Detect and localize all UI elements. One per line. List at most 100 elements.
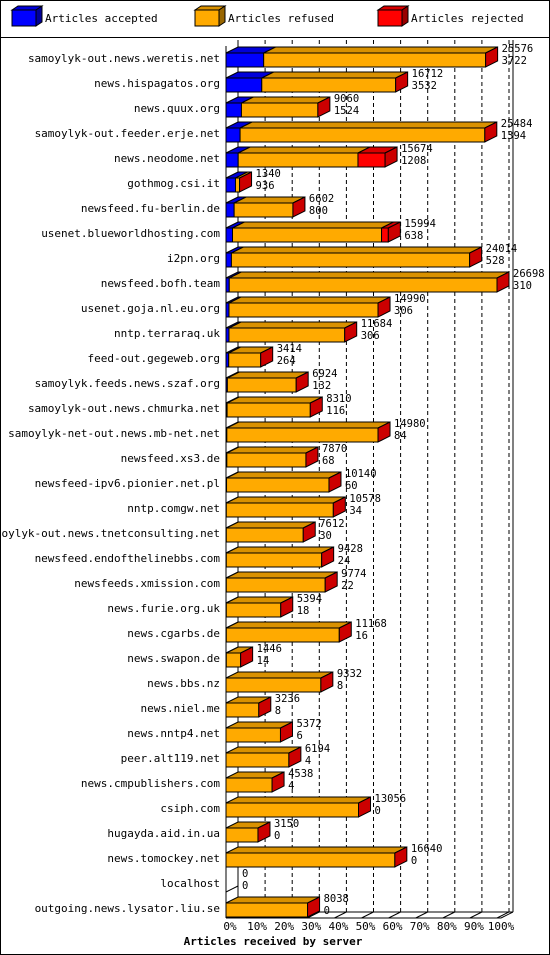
total-label: 14990 — [394, 293, 426, 305]
bar-top — [226, 396, 323, 404]
bar-end — [292, 196, 306, 218]
bar-segment — [228, 352, 262, 368]
bar-end — [485, 46, 499, 68]
bar-top — [225, 796, 371, 804]
bar-end — [305, 446, 319, 468]
bar-segment — [225, 902, 309, 918]
category-label: hugayda.aid.in.ua — [107, 827, 220, 840]
accepted-label: 306 — [394, 305, 413, 317]
tick-mark — [334, 911, 347, 919]
category-label: samoylyk-out.feeder.erje.net — [35, 127, 220, 140]
bar-segment — [239, 127, 486, 143]
x-tick-label: 50% — [356, 920, 376, 933]
tick-mark — [388, 911, 401, 919]
x-tick-label: 80% — [437, 920, 457, 933]
legend-swatch-side — [218, 5, 226, 27]
category-label: samoylyk-out.news.chmurka.net — [28, 402, 220, 415]
bar-segment — [225, 77, 263, 93]
bar-top — [226, 521, 316, 529]
total-label: 7612 — [319, 518, 344, 530]
accepted-label: 132 — [312, 380, 331, 392]
bar-segment — [225, 152, 239, 168]
bar-end — [496, 271, 510, 293]
bar-segment — [225, 127, 241, 143]
category-label: newsfeed.endofthelinebbs.com — [35, 552, 221, 565]
bar-segment — [225, 802, 360, 818]
category-label: newsfeed-ipv6.pionier.net.pl — [35, 477, 220, 490]
bar-segment — [225, 677, 322, 693]
total-label: 8310 — [326, 393, 351, 405]
bar-top — [226, 872, 238, 878]
total-label: 24014 — [486, 243, 518, 255]
bar-segment — [225, 777, 273, 793]
bar-segment — [226, 377, 297, 393]
legend-swatch — [194, 9, 220, 27]
bar-segment — [226, 402, 311, 418]
total-label: 26698 — [513, 268, 545, 280]
total-label: 3414 — [277, 343, 302, 355]
bar-top — [237, 146, 371, 154]
tick-mark — [496, 911, 510, 919]
accepted-label: 16 — [355, 630, 368, 642]
bar-segment — [225, 627, 340, 643]
accepted-label: 84 — [394, 430, 407, 442]
bar-top — [225, 671, 334, 679]
bar-end — [288, 746, 302, 768]
bar-segment — [225, 52, 265, 68]
bar-top — [228, 296, 391, 304]
accepted-label: 60 — [345, 480, 358, 492]
bar-segment — [225, 652, 242, 668]
accepted-label: 4 — [305, 755, 311, 767]
total-label: 5394 — [297, 593, 322, 605]
accepted-label: 638 — [404, 230, 423, 242]
total-label: 11168 — [355, 618, 387, 630]
tick-mark — [361, 911, 374, 919]
bar-segment — [237, 152, 359, 168]
bar-segment — [261, 77, 397, 93]
x-tick-label: 10% — [247, 920, 267, 933]
bar-end — [320, 671, 334, 693]
bar-segment — [240, 102, 319, 118]
bar-top — [225, 846, 408, 854]
total-label: 1446 — [257, 643, 282, 655]
legend-swatch-side — [35, 5, 43, 27]
bar-end — [271, 771, 285, 793]
bar-segment — [263, 52, 487, 68]
total-label: 14980 — [394, 418, 426, 430]
bar-top — [226, 546, 334, 554]
legend-swatch — [377, 9, 403, 27]
bar-top — [226, 621, 352, 629]
bar-segment — [225, 752, 290, 768]
category-label: nntp.terraraq.uk — [114, 327, 220, 340]
accepted-label: 14 — [257, 655, 270, 667]
bar-top — [226, 571, 338, 579]
category-label: gothmog.csi.it — [127, 177, 220, 190]
bar-end — [324, 571, 338, 593]
bar-end — [328, 471, 342, 493]
accepted-label: 0 — [324, 905, 330, 917]
total-label: 3236 — [275, 693, 300, 705]
bar-end — [260, 346, 274, 368]
x-tick-label: 60% — [383, 920, 403, 933]
accepted-label: 6 — [296, 730, 302, 742]
tick-mark — [415, 911, 428, 919]
bar-end — [338, 621, 352, 643]
category-label: i2pn.org — [167, 252, 220, 265]
tick-mark — [442, 911, 456, 919]
category-label: news.neodome.net — [114, 152, 220, 165]
category-label: news.niel.me — [141, 702, 220, 715]
bar-end — [258, 696, 272, 718]
tick-mark — [307, 911, 320, 919]
bar-segment — [225, 577, 326, 593]
bar-segment — [226, 427, 379, 443]
bar-top — [226, 872, 238, 878]
accepted-label: 68 — [322, 455, 335, 467]
category-label: newsfeeds.xmission.com — [74, 577, 220, 590]
bar-end — [309, 396, 323, 418]
bar-segment — [233, 202, 294, 218]
bar-end — [377, 296, 391, 318]
accepted-label: 3722 — [502, 55, 527, 67]
accepted-label: 8 — [275, 705, 281, 717]
bar-segment — [225, 827, 259, 843]
